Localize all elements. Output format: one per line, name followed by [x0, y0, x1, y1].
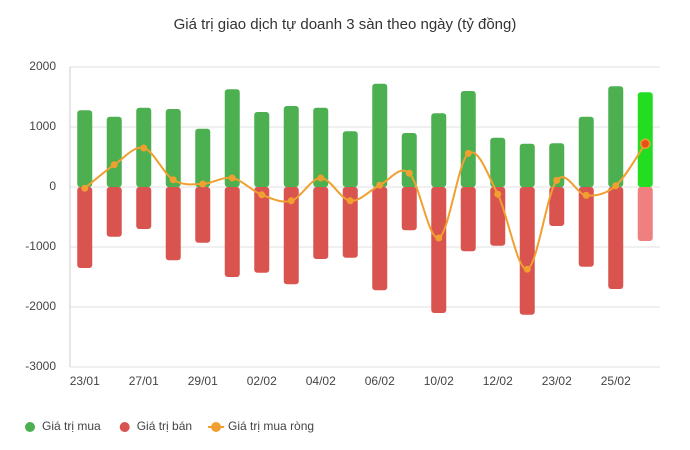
line-point: [140, 144, 148, 152]
bar: [372, 187, 388, 291]
bar: [431, 187, 447, 313]
bar: [165, 187, 181, 261]
bar: [342, 187, 358, 258]
line-point: [582, 191, 590, 199]
bar: [195, 128, 211, 187]
bar: [342, 131, 358, 187]
line-point: [346, 197, 354, 205]
bar: [165, 109, 181, 187]
line-point: [405, 169, 413, 177]
bar: [224, 89, 240, 187]
x-tick-label: 04/02: [306, 374, 336, 388]
y-tick-label: -3000: [25, 359, 56, 373]
bar: [460, 187, 476, 252]
x-tick-label: 25/02: [601, 374, 631, 388]
line-point: [228, 174, 236, 182]
bar: [372, 83, 388, 187]
line-point: [553, 176, 561, 184]
x-tick-label: 23/01: [70, 374, 100, 388]
line-point: [464, 149, 472, 157]
line-point: [640, 138, 651, 150]
bar: [136, 187, 152, 229]
bar: [77, 110, 93, 187]
bar: [313, 187, 329, 259]
bar: [460, 91, 476, 187]
bar: [578, 116, 594, 187]
bar: [519, 143, 535, 187]
line-point: [435, 234, 443, 242]
legend-label: Giá trị bán: [137, 419, 192, 433]
bar: [519, 187, 535, 315]
bar: [195, 187, 211, 243]
line-point: [258, 191, 266, 199]
bar: [608, 187, 624, 289]
line-point: [523, 265, 531, 273]
line-point: [81, 184, 89, 192]
bar: [254, 112, 270, 187]
bar: [637, 187, 653, 241]
x-tick-label: 10/02: [424, 374, 454, 388]
y-tick-label: -1000: [25, 239, 56, 253]
y-tick-label: -2000: [25, 299, 56, 313]
y-tick-label: 2000: [29, 59, 56, 73]
bar: [549, 143, 565, 187]
bar: [401, 133, 417, 187]
line-point: [317, 174, 325, 182]
x-tick-label: 06/02: [365, 374, 395, 388]
bar: [401, 187, 417, 231]
bar: [77, 187, 93, 268]
chart-title: Giá trị giao dịch tự doanh 3 sàn theo ng…: [174, 16, 517, 33]
line-point: [494, 190, 502, 198]
bar: [431, 113, 447, 187]
line-point: [612, 182, 620, 190]
bar: [283, 106, 299, 187]
bar: [608, 86, 624, 187]
bar: [106, 116, 122, 187]
legend-swatch: [25, 422, 35, 432]
line-point: [287, 197, 295, 205]
x-tick-label: 29/01: [188, 374, 218, 388]
legend-swatch: [119, 422, 130, 432]
x-tick-label: 23/02: [542, 374, 572, 388]
line-point: [169, 176, 177, 184]
line-point: [376, 181, 384, 189]
legend-swatch: [211, 422, 222, 432]
x-tick-label: 12/02: [483, 374, 513, 388]
x-tick-label: 02/02: [247, 374, 277, 388]
bar: [106, 187, 122, 237]
bar: [254, 187, 270, 273]
bar: [224, 187, 240, 277]
bar: [313, 107, 329, 187]
legend-label: Giá trị mua: [42, 419, 101, 433]
bar: [490, 137, 506, 187]
y-tick-label: 0: [49, 179, 56, 193]
legend-label: Giá trị mua ròng: [228, 419, 314, 433]
bar: [578, 187, 594, 267]
y-tick-label: 1000: [29, 119, 56, 133]
x-tick-label: 27/01: [129, 374, 159, 388]
bar: [283, 187, 299, 285]
bar: [549, 187, 565, 226]
line-point: [110, 161, 118, 169]
line-point: [199, 180, 207, 188]
